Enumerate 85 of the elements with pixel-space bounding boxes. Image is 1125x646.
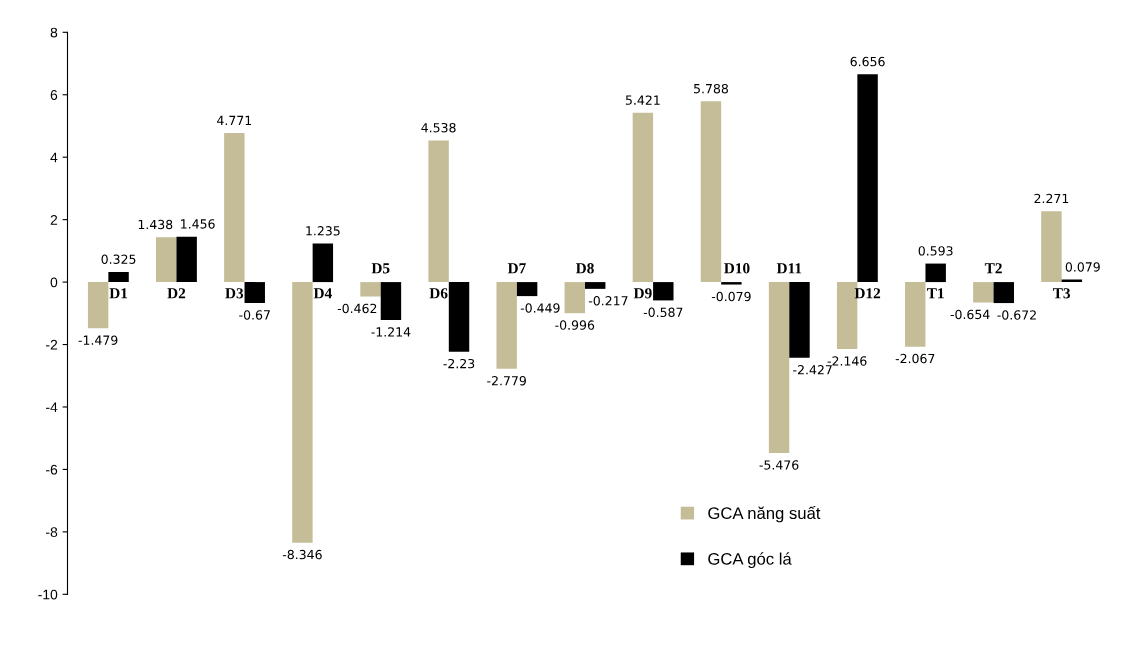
y-tick-label: -2 <box>46 339 58 350</box>
data-label: -0.67 <box>239 310 270 320</box>
data-label: -2.427 <box>793 365 832 375</box>
x-tick-label: D7 <box>507 263 526 274</box>
data-label: -2.23 <box>443 358 475 369</box>
x-tick-label: T2 <box>984 263 1002 274</box>
data-label: -0.462 <box>337 303 377 314</box>
data-label: -0.996 <box>555 320 595 330</box>
data-label: -5.476 <box>759 460 799 470</box>
x-tick-label: D4 <box>313 288 332 299</box>
data-label: 6.656 <box>850 56 885 67</box>
bar <box>380 282 402 320</box>
x-tick-label: D12 <box>854 288 881 299</box>
bar <box>789 282 810 358</box>
data-label: -2.067 <box>895 353 935 364</box>
data-label: 0.079 <box>1065 262 1100 272</box>
data-label: 4.538 <box>421 122 456 133</box>
bar <box>244 282 265 304</box>
bar <box>564 282 585 314</box>
bar <box>632 112 654 283</box>
y-tick-label: 4 <box>50 152 58 163</box>
x-tick-label: D8 <box>575 263 594 274</box>
x-tick-label: D2 <box>167 288 186 299</box>
bar <box>857 74 878 283</box>
data-label: -0.079 <box>711 291 751 302</box>
bar <box>156 237 177 283</box>
bar <box>516 282 538 297</box>
x-tick-label: D11 <box>776 263 802 274</box>
bar <box>973 282 994 303</box>
data-label: -0.217 <box>588 296 628 306</box>
bar <box>1041 211 1062 283</box>
y-tick-label: 6 <box>50 90 58 100</box>
bar <box>360 282 381 297</box>
data-label: -1.214 <box>371 327 411 337</box>
bar <box>108 271 129 283</box>
legend-label: GCA góc lá <box>708 552 792 569</box>
y-tick-label: -4 <box>46 402 58 413</box>
data-label: -0.672 <box>997 310 1036 320</box>
data-label: -8.346 <box>282 549 322 560</box>
data-label: 4.771 <box>217 115 252 125</box>
x-tick-label: D10 <box>724 263 750 274</box>
y-tick-label: -6 <box>46 464 58 475</box>
data-label: -0.449 <box>520 303 560 313</box>
bar <box>176 236 197 283</box>
data-label: 1.235 <box>306 226 340 236</box>
x-tick-label: D5 <box>371 263 390 274</box>
bar <box>653 282 674 301</box>
bar <box>585 282 606 289</box>
x-tick-label: D1 <box>109 288 128 299</box>
x-tick-label: D9 <box>633 288 652 299</box>
x-tick-label: D6 <box>429 288 448 299</box>
data-label: -0.587 <box>643 307 683 318</box>
x-tick-label: T3 <box>1052 288 1071 299</box>
bar <box>496 282 517 369</box>
bar <box>993 282 1014 304</box>
y-tick-label: -8 <box>46 527 58 538</box>
y-tick-label: 0 <box>50 277 58 288</box>
data-label: -2.146 <box>827 356 867 366</box>
y-tick-label: 2 <box>50 214 58 225</box>
bar <box>312 243 334 283</box>
data-label: 5.421 <box>625 95 660 105</box>
data-label: 0.325 <box>101 254 136 264</box>
data-label: -1.479 <box>78 335 118 345</box>
data-label: -2.779 <box>487 376 526 386</box>
data-label: 1.456 <box>181 219 215 229</box>
data-label: 5.788 <box>694 83 729 94</box>
bar <box>905 282 926 347</box>
bar <box>428 140 449 283</box>
bar <box>87 282 109 329</box>
bar <box>721 282 742 285</box>
x-tick-label: T1 <box>927 288 944 299</box>
x-tick-label: D3 <box>225 288 244 299</box>
bar <box>768 282 790 454</box>
data-label: -0.654 <box>950 309 990 320</box>
data-label: 2.271 <box>1034 193 1069 204</box>
bar <box>925 263 946 283</box>
bar <box>448 282 470 352</box>
bar <box>292 282 313 543</box>
bar <box>224 133 245 283</box>
data-label: 1.438 <box>138 219 173 230</box>
y-tick-label: -10 <box>38 589 58 600</box>
legend-label: GCA năng suất <box>708 506 821 523</box>
data-label: 0.593 <box>918 246 953 256</box>
bar <box>700 101 722 283</box>
y-tick-label: 8 <box>50 27 58 38</box>
